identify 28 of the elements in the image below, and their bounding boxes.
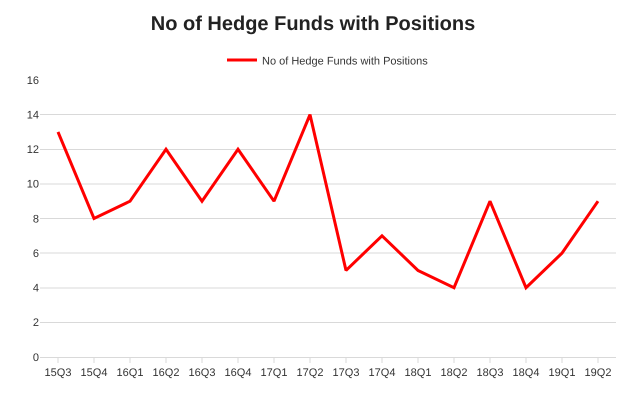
x-tick-label: 16Q2 bbox=[152, 367, 180, 380]
y-tick-label: 8 bbox=[32, 213, 39, 226]
x-tick-label: 17Q1 bbox=[260, 367, 288, 380]
y-tick-label: 0 bbox=[32, 352, 39, 364]
chart-title: No of Hedge Funds with Positions bbox=[150, 12, 476, 35]
x-tick-label: 16Q4 bbox=[224, 367, 252, 380]
y-tick-label: 16 bbox=[26, 74, 39, 87]
y-tick-label: 10 bbox=[26, 178, 39, 191]
x-tick-label: 16Q1 bbox=[116, 367, 144, 380]
legend-label: No of Hedge Funds with Positions bbox=[262, 55, 428, 68]
y-tick-label: 4 bbox=[32, 282, 39, 295]
x-tick-label: 19Q2 bbox=[584, 367, 612, 380]
x-tick-label: 17Q2 bbox=[296, 367, 324, 380]
x-tick-label: 15Q3 bbox=[44, 367, 72, 380]
line-series bbox=[56, 113, 600, 290]
x-tick-label: 18Q4 bbox=[512, 367, 540, 380]
x-tick-label: 18Q2 bbox=[440, 367, 468, 380]
x-tick-label: 18Q3 bbox=[476, 367, 504, 380]
x-tick-label: 18Q1 bbox=[404, 367, 432, 380]
x-tick-label: 16Q3 bbox=[188, 367, 216, 380]
y-tick-label: 2 bbox=[32, 317, 39, 330]
x-tick-label: 17Q4 bbox=[368, 367, 396, 380]
y-tick-label: 12 bbox=[26, 144, 39, 156]
y-tick-label: 6 bbox=[32, 248, 39, 260]
x-tick-label: 17Q3 bbox=[332, 367, 360, 380]
x-tick-label: 19Q1 bbox=[548, 367, 576, 380]
x-tick-label: 15Q4 bbox=[80, 367, 108, 380]
y-tick-label: 14 bbox=[26, 109, 39, 122]
